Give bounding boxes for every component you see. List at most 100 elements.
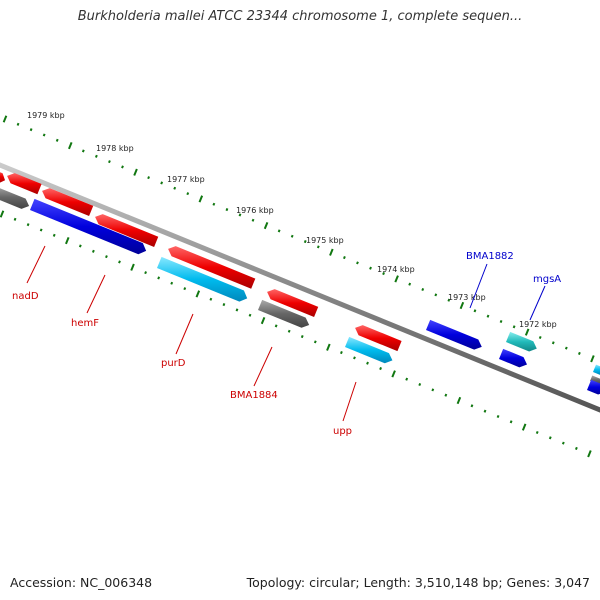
ruler-tick: [369, 266, 372, 270]
ruler-tick: [329, 248, 334, 256]
ruler-tick: [538, 335, 542, 340]
gene-cyan-upp: [345, 336, 393, 364]
ruler-tick: [78, 244, 82, 248]
ruler-tick: [251, 218, 255, 222]
ruler-tick: [561, 441, 565, 445]
ruler-tick: [303, 240, 307, 244]
gene-label-hemF: hemF: [71, 318, 99, 329]
gene-red-a: [0, 172, 6, 183]
kbp-label-1974: 1974 kbp: [377, 265, 415, 274]
ruler-tick: [65, 237, 70, 245]
gene-label-BMA1884: BMA1884: [230, 390, 278, 401]
ruler-tick: [26, 223, 30, 227]
ruler-tick: [248, 313, 252, 317]
ruler-tick: [173, 186, 177, 190]
ruler-tick: [391, 370, 396, 378]
ruler-tick: [574, 446, 578, 450]
gene-red-BMA1884: [267, 289, 319, 318]
ruler-tick: [121, 165, 124, 169]
gene-blue-c: [499, 348, 528, 368]
ruler-tick: [260, 316, 266, 325]
ruler-tick: [431, 388, 435, 392]
ruler-tick: [183, 287, 187, 291]
ruler-tick: [405, 377, 409, 381]
gene-cyan-purD: [157, 256, 248, 302]
ruler-tick: [379, 366, 382, 371]
kbp-label-1977: 1977 kbp: [167, 175, 205, 184]
kbp-label-1973: 1973 kbp: [448, 293, 486, 302]
ruler-tick: [225, 208, 229, 212]
ruler-tick: [590, 355, 595, 363]
ruler-tick: [144, 271, 147, 275]
ruler-tick: [486, 314, 490, 318]
ruler-tick: [277, 229, 281, 233]
ruler-tick: [587, 450, 592, 458]
ruler-tick: [235, 308, 239, 312]
ruler-tick: [68, 142, 73, 150]
gene-gray-BMA1884: [258, 299, 310, 328]
ruler-tick: [209, 297, 213, 301]
ruler-tick: [421, 287, 425, 292]
gene-cyan-d: [593, 364, 600, 375]
ruler-tick: [483, 409, 487, 413]
gene-label-purD: purD: [161, 358, 186, 369]
ruler-tick: [108, 160, 111, 164]
ruler-tick: [81, 149, 85, 153]
gene-label-BMA1882: BMA1882: [466, 251, 514, 262]
ruler-tick: [0, 210, 5, 218]
ruler-tick: [91, 249, 95, 253]
ruler-tick: [133, 168, 138, 176]
ruler-tick: [186, 192, 190, 196]
ruler-tick: [447, 298, 451, 302]
ruler-tick: [473, 309, 477, 313]
gene-gray-a: [0, 188, 30, 209]
ruler-tick: [535, 430, 539, 435]
ruler-tick: [444, 393, 448, 397]
gene-red-hemF: [42, 188, 94, 217]
gene-label-leaders: [26, 245, 546, 422]
ruler-tick: [521, 423, 527, 431]
gene-red-purD: [168, 246, 256, 289]
gene-teal-mgsA: [506, 331, 537, 352]
ruler-tick: [343, 256, 346, 260]
ruler-tick: [434, 293, 438, 297]
ruler-tick: [130, 263, 135, 271]
ruler-tick: [198, 195, 204, 203]
ruler-tick: [29, 128, 33, 132]
kbp-ruler-inner: [0, 210, 592, 458]
ruler-tick: [118, 260, 121, 264]
kbp-label-1975: 1975 kbp: [306, 236, 344, 245]
ruler-tick: [459, 301, 465, 310]
ruler-tick: [290, 234, 294, 238]
kbp-ruler-outer: [2, 115, 595, 363]
accession-text: Accession: NC_006348: [10, 575, 153, 590]
ruler-tick: [496, 414, 500, 419]
ruler-tick: [509, 420, 513, 424]
gene-gray-d: [590, 375, 600, 385]
ruler-tick: [340, 351, 343, 355]
ruler-tick: [356, 261, 359, 265]
gene-label-upp: upp: [333, 426, 352, 437]
ruler-tick: [418, 382, 422, 387]
ruler-tick: [456, 396, 462, 405]
map-title: Burkholderia mallei ATCC 23344 chromosom…: [77, 9, 523, 24]
ruler-tick: [105, 255, 108, 259]
kbp-label-1978: 1978 kbp: [96, 144, 134, 153]
ruler-tick: [548, 436, 552, 440]
ruler-tick: [170, 281, 174, 285]
chromosome-backbone: [0, 162, 600, 413]
ruler-tick: [55, 138, 59, 142]
ruler-tick: [470, 404, 474, 408]
ruler-tick: [39, 228, 43, 232]
gene-label-nadD: nadD: [12, 291, 39, 302]
ruler-tick: [2, 115, 8, 123]
ruler-tick: [195, 290, 201, 298]
topology-summary: Topology: circular; Length: 3,510,148 bp…: [246, 575, 590, 590]
ruler-tick: [551, 341, 555, 345]
ruler-tick: [16, 122, 20, 126]
ruler-tick: [499, 319, 503, 324]
gene-labels: nadD hemF purD BMA1884 upp BMA1882 mgsA: [12, 251, 561, 437]
gene-red-upp: [355, 325, 402, 352]
ruler-tick: [353, 356, 356, 360]
